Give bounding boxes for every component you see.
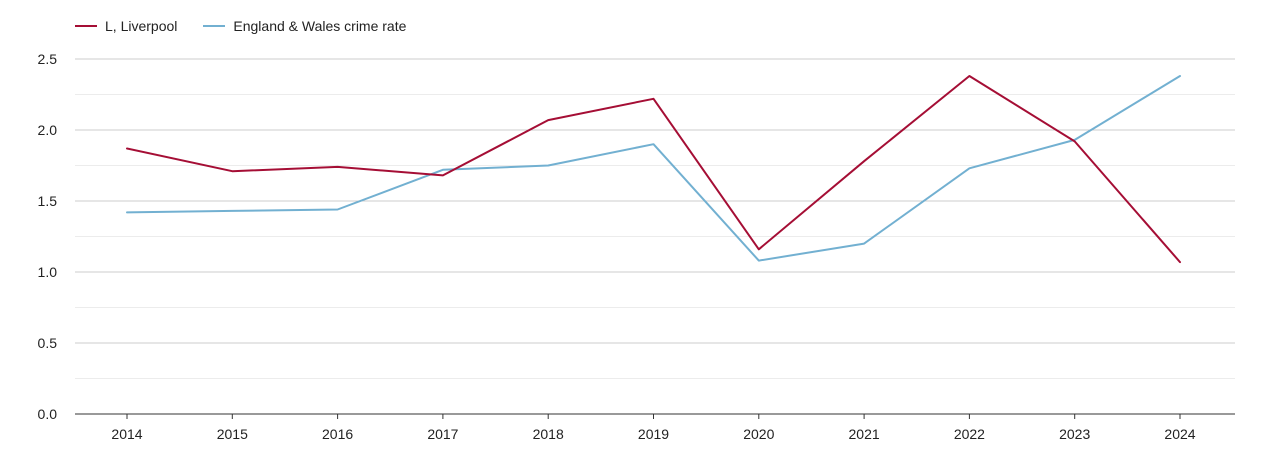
- x-tick-label: 2022: [954, 426, 985, 442]
- legend-item-liverpool: L, Liverpool: [75, 18, 177, 34]
- series-line-liverpool: [126, 75, 1181, 264]
- x-tick-label: 2023: [1059, 426, 1090, 442]
- y-tick-label: 1.0: [38, 264, 58, 280]
- grid-lines: [75, 58, 1235, 379]
- legend-item-england-wales: England & Wales crime rate: [203, 18, 406, 34]
- legend-label-liverpool: L, Liverpool: [105, 18, 178, 34]
- axes: 0.0 0.5 1.0 1.5 2.0 2.5 2014 2015 2016 2017 2018 20…: [38, 51, 1235, 442]
- x-tick-label: 2020: [743, 426, 774, 442]
- y-tick-label: 2.5: [38, 51, 58, 67]
- series-lines: [126, 75, 1181, 264]
- x-tick-label: 2017: [427, 426, 458, 442]
- legend-swatch-england-wales: [203, 25, 226, 27]
- x-tick-label: 2019: [638, 426, 669, 442]
- x-tick-label: 2021: [849, 426, 880, 442]
- legend-swatch-liverpool: [75, 25, 97, 27]
- legend: L, Liverpool England & Wales crime rate: [75, 15, 406, 37]
- series-line-england-wales: [126, 75, 1181, 262]
- x-tick-label: 2014: [111, 426, 142, 442]
- y-tick-label: 0.5: [38, 335, 58, 351]
- y-tick-label: 2.0: [38, 122, 58, 138]
- x-tick-label: 2024: [1164, 426, 1195, 442]
- x-tick-label: 2015: [217, 426, 248, 442]
- x-tick-label: 2018: [533, 426, 564, 442]
- x-tick-label: 2016: [322, 426, 353, 442]
- legend-label-england-wales: England & Wales crime rate: [233, 18, 407, 34]
- y-tick-label: 1.5: [38, 193, 58, 209]
- y-tick-label: 0.0: [38, 406, 58, 422]
